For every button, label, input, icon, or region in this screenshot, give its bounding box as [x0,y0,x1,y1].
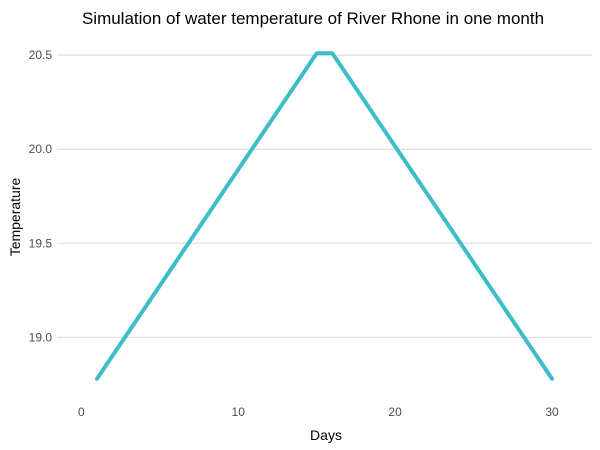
series-line [95,51,554,381]
x-tick-label: 0 [78,405,85,419]
y-tick-label: 19.5 [29,236,53,250]
y-tick-label: 20.5 [29,48,53,62]
series [95,51,554,381]
y-tick-labels: 19.0 19.5 20.0 20.5 [29,48,53,344]
x-tick-label: 10 [232,405,246,419]
grid-lines [57,54,592,338]
x-tick-labels: 0 10 20 30 [78,405,559,419]
x-axis-title: Days [310,427,342,443]
x-tick-label: 20 [388,405,402,419]
y-tick-label: 19.0 [29,330,53,344]
y-tick-label: 20.0 [29,142,53,156]
x-tick-label: 30 [545,405,559,419]
chart-title: Simulation of water temperature of River… [82,9,544,28]
y-axis-title: Temperature [7,177,23,256]
